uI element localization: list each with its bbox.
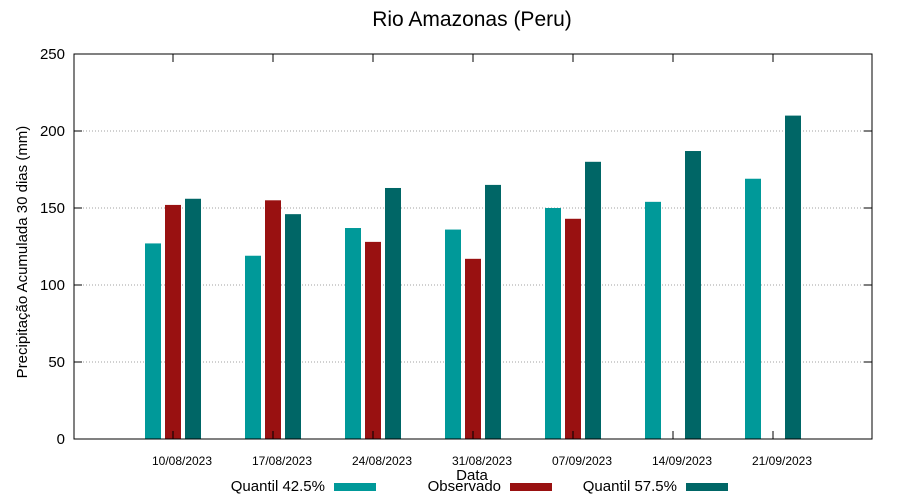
bar-observado-4	[565, 218, 581, 439]
bar-quantil-42-5--5	[645, 201, 661, 439]
bar-quantil-57-5--6	[785, 115, 801, 439]
x-tick-label: 17/08/2023	[252, 454, 312, 468]
legend-label: Quantil 57.5%	[583, 478, 677, 495]
legend-swatch	[686, 483, 728, 491]
y-tick-label: 50	[48, 354, 65, 371]
bar-layer	[145, 115, 801, 440]
legend-swatch	[510, 483, 552, 491]
legend-label: Observado	[428, 478, 501, 495]
x-tick-label: 10/08/2023	[152, 454, 212, 468]
bar-quantil-42-5--2	[345, 228, 361, 439]
bar-quantil-57-5--2	[385, 187, 401, 439]
bar-observado-1	[265, 200, 281, 439]
bar-quantil-42-5--3	[445, 229, 461, 439]
y-axis-label: Precipitação Acumulada 30 dias (mm)	[14, 126, 31, 379]
legend-label: Quantil 42.5%	[231, 478, 325, 495]
x-tick-label: 24/08/2023	[352, 454, 412, 468]
bar-quantil-42-5--1	[245, 255, 261, 439]
legend: Quantil 42.5% Observado Quantil 57.5%	[231, 478, 728, 495]
bar-quantil-57-5--3	[485, 184, 501, 439]
y-tick-label: 200	[40, 123, 65, 140]
x-tick-label: 14/09/2023	[652, 454, 712, 468]
y-tick-label: 0	[57, 431, 65, 448]
bar-quantil-57-5--1	[285, 214, 301, 439]
bar-quantil-42-5--0	[145, 243, 161, 439]
bar-quantil-57-5--5	[685, 151, 701, 439]
chart-title: Rio Amazonas (Peru)	[372, 8, 572, 31]
bar-observado-2	[365, 241, 381, 439]
bar-observado-3	[465, 258, 481, 439]
bar-quantil-42-5--6	[745, 178, 761, 440]
legend-swatch	[334, 483, 376, 491]
y-tick-label: 150	[40, 200, 65, 217]
bar-observado-0	[165, 204, 181, 439]
bar-quantil-42-5--4	[545, 208, 561, 439]
x-tick-label: 21/09/2023	[752, 454, 812, 468]
bar-quantil-57-5--0	[185, 198, 201, 439]
tick-layer: 0 50 100 150 200 250 10/08/2023 17/08/2023 24/08…	[40, 46, 872, 468]
x-axis-label: Data	[456, 467, 488, 484]
y-tick-label: 250	[40, 46, 65, 63]
x-tick-label: 07/09/2023	[552, 454, 612, 468]
bar-quantil-57-5--4	[585, 161, 601, 440]
y-tick-label: 100	[40, 277, 65, 294]
x-tick-label: 31/08/2023	[452, 454, 512, 468]
